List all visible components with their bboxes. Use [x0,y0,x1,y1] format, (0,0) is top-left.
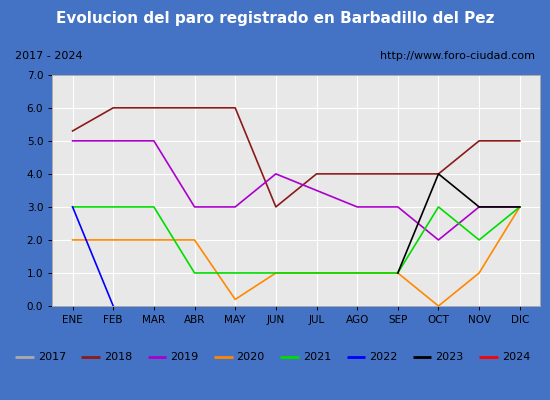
Text: 2022: 2022 [369,352,398,362]
Text: 2018: 2018 [104,352,132,362]
Text: 2023: 2023 [436,352,464,362]
Text: 2017 - 2024: 2017 - 2024 [15,51,83,61]
Text: 2024: 2024 [502,352,530,362]
Text: Evolucion del paro registrado en Barbadillo del Pez: Evolucion del paro registrado en Barbadi… [56,12,494,26]
Text: 2021: 2021 [303,352,331,362]
Text: 2019: 2019 [170,352,199,362]
Text: http://www.foro-ciudad.com: http://www.foro-ciudad.com [380,51,535,61]
Text: 2020: 2020 [236,352,265,362]
Text: 2017: 2017 [38,352,66,362]
